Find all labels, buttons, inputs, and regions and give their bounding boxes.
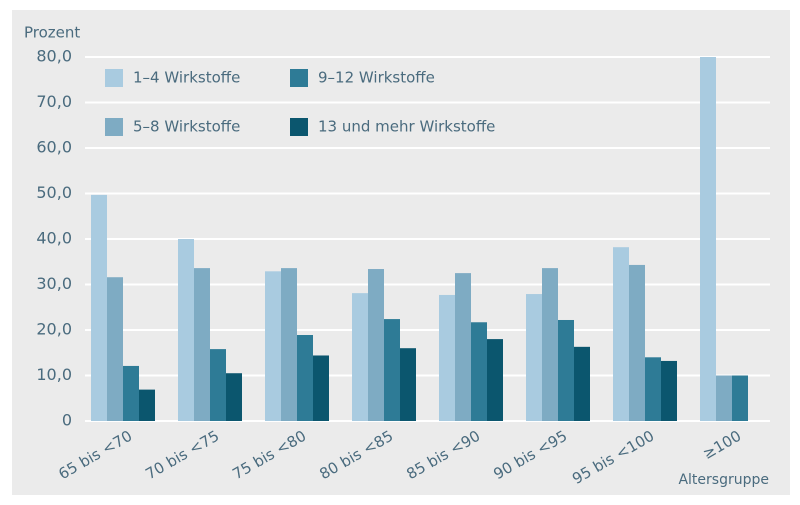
- legend-swatch: [105, 69, 123, 87]
- bar: [91, 194, 107, 421]
- bar: [139, 389, 155, 421]
- bar: [439, 294, 455, 421]
- bar: [281, 268, 297, 421]
- bar: [661, 360, 677, 421]
- bar: [400, 348, 416, 421]
- y-tick-label: 60,0: [36, 138, 72, 157]
- bar: [226, 373, 242, 421]
- bar: [210, 349, 226, 421]
- y-tick-label: 20,0: [36, 320, 72, 339]
- legend-label: 13 und mehr Wirkstoffe: [318, 118, 495, 136]
- bar: [384, 319, 400, 421]
- bar: [558, 319, 574, 421]
- bar: [455, 273, 471, 421]
- bar: [716, 375, 732, 421]
- y-tick-label: 10,0: [36, 365, 72, 384]
- y-tick-label: 30,0: [36, 274, 72, 293]
- bar: [178, 239, 194, 421]
- bar: [526, 294, 542, 421]
- bar: [297, 335, 313, 421]
- bar: [732, 375, 748, 421]
- bar: [629, 264, 645, 421]
- bar: [542, 268, 558, 421]
- legend-swatch: [290, 118, 308, 136]
- x-axis-label: Altersgruppe: [678, 472, 769, 488]
- legend-label: 1–4 Wirkstoffe: [133, 69, 240, 87]
- bar: [645, 357, 661, 421]
- bar: [487, 339, 503, 421]
- bar: [700, 57, 716, 421]
- bar: [107, 277, 123, 421]
- y-axis-label: Prozent: [24, 24, 80, 42]
- bar: [313, 355, 329, 421]
- legend-label: 5–8 Wirkstoffe: [133, 118, 240, 136]
- legend-swatch: [105, 118, 123, 136]
- bar: [352, 293, 368, 421]
- bar: [123, 365, 139, 421]
- y-tick-label: 50,0: [36, 183, 72, 202]
- legend-label: 9–12 Wirkstoffe: [318, 69, 435, 87]
- bar: [368, 269, 384, 421]
- y-tick-label: 80,0: [36, 47, 72, 66]
- bar: [574, 346, 590, 421]
- bar: [265, 271, 281, 421]
- y-tick-label: 0: [62, 411, 72, 430]
- bar: [194, 268, 210, 421]
- y-tick-label: 70,0: [36, 92, 72, 111]
- legend-swatch: [290, 69, 308, 87]
- y-tick-label: 40,0: [36, 229, 72, 248]
- bar: [471, 322, 487, 421]
- bar: [613, 247, 629, 421]
